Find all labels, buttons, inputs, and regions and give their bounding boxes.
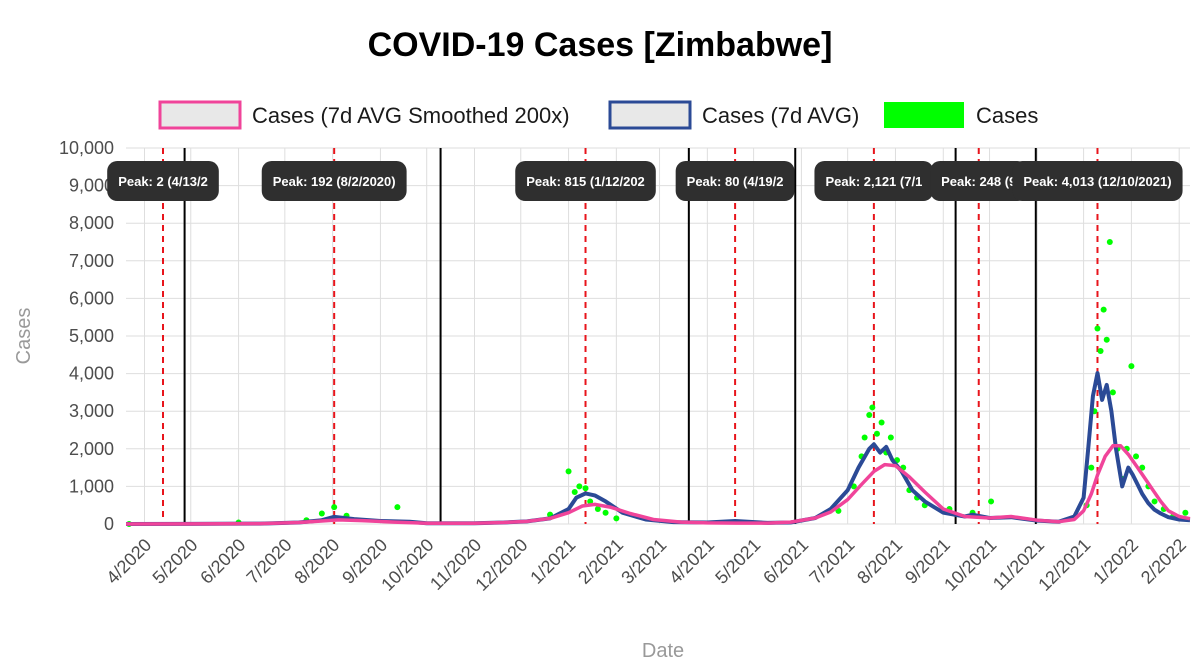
- case-point: [1128, 363, 1135, 370]
- peak-label-box: [261, 161, 407, 201]
- peak-label-box: [515, 161, 656, 201]
- x-axis-label: Date: [642, 640, 684, 662]
- series-lines: [125, 371, 1191, 526]
- x-tick-label: 8/2021: [853, 535, 906, 588]
- case-point: [565, 468, 572, 475]
- legend-swatch-cases: [884, 102, 964, 128]
- x-tick-label: 3/2021: [617, 535, 670, 588]
- x-tick-label: 2/2021: [574, 535, 627, 588]
- y-tick-label: 8,000: [69, 213, 114, 233]
- y-tick-label: 9,000: [69, 176, 114, 196]
- x-tick-label: 1/2022: [1089, 535, 1142, 588]
- case-point: [587, 498, 594, 505]
- x-tick-label: 8/2020: [290, 535, 343, 588]
- series-line-smoothed: [125, 444, 1191, 526]
- case-point: [582, 485, 589, 492]
- case-point: [861, 434, 868, 441]
- legend-label-cases: Cases: [976, 103, 1038, 128]
- x-tick-label: 4/2021: [665, 535, 718, 588]
- x-axis-ticks: 4/20205/20206/20207/20208/20209/202010/2…: [102, 535, 1190, 595]
- y-tick-label: 5,000: [69, 326, 114, 346]
- y-tick-label: 4,000: [69, 364, 114, 384]
- peak-label: Peak: 2,121 (7/1: [814, 161, 934, 201]
- case-point: [1182, 509, 1189, 516]
- peak-label-box: [814, 161, 934, 201]
- legend-swatch-avg: [608, 100, 692, 130]
- case-point: [1103, 336, 1110, 343]
- x-tick-label: 6/2021: [759, 535, 812, 588]
- case-point: [1100, 306, 1107, 313]
- case-point: [1097, 348, 1104, 355]
- peak-label: Peak: 192 (8/2/2020): [261, 161, 407, 201]
- peak-label-text: Peak: 248 (9: [941, 174, 1016, 189]
- peak-label-box: [930, 161, 1028, 201]
- case-point: [613, 515, 620, 522]
- peak-label: Peak: 80 (4/19/2: [675, 161, 795, 201]
- x-tick-label: 1/2021: [526, 535, 579, 588]
- vertical-lines: [162, 148, 1099, 524]
- peak-label: Peak: 2 (4/13/2: [107, 161, 219, 201]
- y-tick-label: 10,000: [59, 138, 114, 158]
- case-point: [594, 505, 601, 512]
- peak-label: Peak: 248 (9: [930, 161, 1028, 201]
- legend: Cases (7d AVG Smoothed 200x) Cases (7d A…: [158, 100, 1038, 130]
- legend-label-smoothed: Cases (7d AVG Smoothed 200x): [252, 103, 570, 128]
- case-point: [1109, 389, 1116, 396]
- case-point: [576, 483, 583, 490]
- case-point: [331, 504, 338, 511]
- case-point: [394, 504, 401, 511]
- x-tick-label: 2/2022: [1137, 535, 1190, 588]
- x-tick-label: 10/2020: [377, 535, 437, 595]
- case-point: [602, 509, 609, 516]
- x-tick-label: 4/2020: [102, 535, 155, 588]
- legend-swatch-smoothed: [158, 100, 242, 130]
- x-tick-label: 5/2020: [149, 535, 202, 588]
- case-point: [869, 404, 876, 411]
- chart-title: COVID-19 Cases [Zimbabwe]: [368, 26, 833, 64]
- y-tick-label: 6,000: [69, 288, 114, 308]
- case-point: [878, 419, 885, 426]
- peak-annotations: Peak: 2 (4/13/2 Peak: 192 (8/2/2020) Peak:…: [107, 161, 1183, 201]
- case-point: [866, 411, 873, 418]
- y-axis-label: Cases: [13, 308, 35, 365]
- case-point: [1106, 239, 1113, 245]
- peak-label-text: Peak: 2,121 (7/1: [825, 174, 922, 189]
- x-tick-label: 12/2020: [471, 535, 531, 595]
- peak-label-box: [107, 161, 219, 201]
- peak-label-box: [1012, 161, 1183, 201]
- case-point: [1151, 498, 1158, 505]
- y-tick-label: 3,000: [69, 401, 114, 421]
- case-point: [1094, 325, 1101, 332]
- y-tick-label: 1,000: [69, 476, 114, 496]
- peak-label-text: Peak: 4,013 (12/10/2021): [1023, 174, 1171, 189]
- grid: [126, 147, 1190, 525]
- cases-points: [126, 239, 1189, 527]
- peak-label-text: Peak: 2 (4/13/2: [118, 174, 208, 189]
- y-tick-label: 7,000: [69, 251, 114, 271]
- peak-label-text: Peak: 815 (1/12/202: [526, 174, 645, 189]
- case-point: [571, 489, 578, 496]
- peak-label-text: Peak: 192 (8/2/2020): [273, 174, 396, 189]
- x-tick-label: 5/2021: [711, 535, 764, 588]
- x-tick-label: 10/2021: [940, 535, 1000, 595]
- x-tick-label: 12/2021: [1034, 535, 1094, 595]
- case-point: [318, 510, 325, 517]
- legend-label-avg: Cases (7d AVG): [702, 103, 859, 128]
- case-point: [1088, 464, 1095, 471]
- x-tick-label: 7/2021: [805, 535, 858, 588]
- y-tick-label: 0: [104, 514, 114, 534]
- y-axis-ticks: 0 1,000 2,000 3,000 4,000 5,000 6,000 7,000 8,00…: [59, 138, 114, 534]
- case-point: [988, 498, 995, 505]
- peak-label-box: [675, 161, 795, 201]
- case-point: [1133, 453, 1140, 460]
- peak-label: Peak: 4,013 (12/10/2021): [1012, 161, 1183, 201]
- x-tick-label: 7/2020: [243, 535, 296, 588]
- case-point: [873, 430, 880, 437]
- y-tick-label: 2,000: [69, 439, 114, 459]
- x-tick-label: 6/2020: [196, 535, 249, 588]
- peak-label: Peak: 815 (1/12/202: [515, 161, 656, 201]
- peak-label-text: Peak: 80 (4/19/2: [687, 174, 784, 189]
- case-point: [887, 434, 894, 441]
